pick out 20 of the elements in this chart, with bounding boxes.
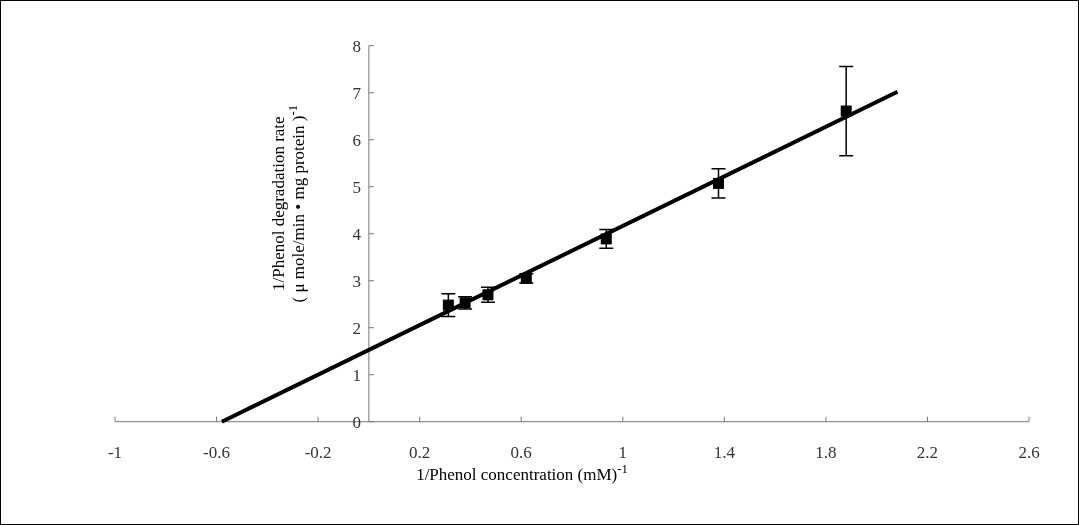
y-tick-label: 2 [352, 318, 361, 338]
y-tick-label: 0 [352, 412, 361, 432]
y-tick-label: 5 [352, 177, 361, 197]
y-tick-label: 6 [352, 130, 361, 150]
y-tick-label: 4 [352, 224, 362, 244]
x-tick-label: 2.2 [916, 442, 939, 462]
x-tick-label: 1.4 [713, 442, 736, 462]
y-tick-label: 1 [352, 365, 361, 385]
x-tick-label: 2.6 [1018, 442, 1040, 462]
x-tick-label: -1 [107, 442, 123, 462]
x-tick-label: 0.2 [409, 442, 431, 462]
x-axis-title: 1/Phenol concentration (mM)$^{-1}$ [416, 461, 628, 484]
x-tick-label: -0.2 [304, 442, 332, 462]
x-tick-label: -0.6 [203, 442, 231, 462]
y-tick-label: 3 [352, 271, 361, 291]
x-tick-label: 1.8 [815, 442, 837, 462]
y-tick-label: 7 [352, 83, 362, 103]
x-tick-label: 0.6 [510, 442, 532, 462]
y-tick-label: 8 [352, 36, 361, 56]
x-tick-label: 1 [618, 442, 628, 462]
